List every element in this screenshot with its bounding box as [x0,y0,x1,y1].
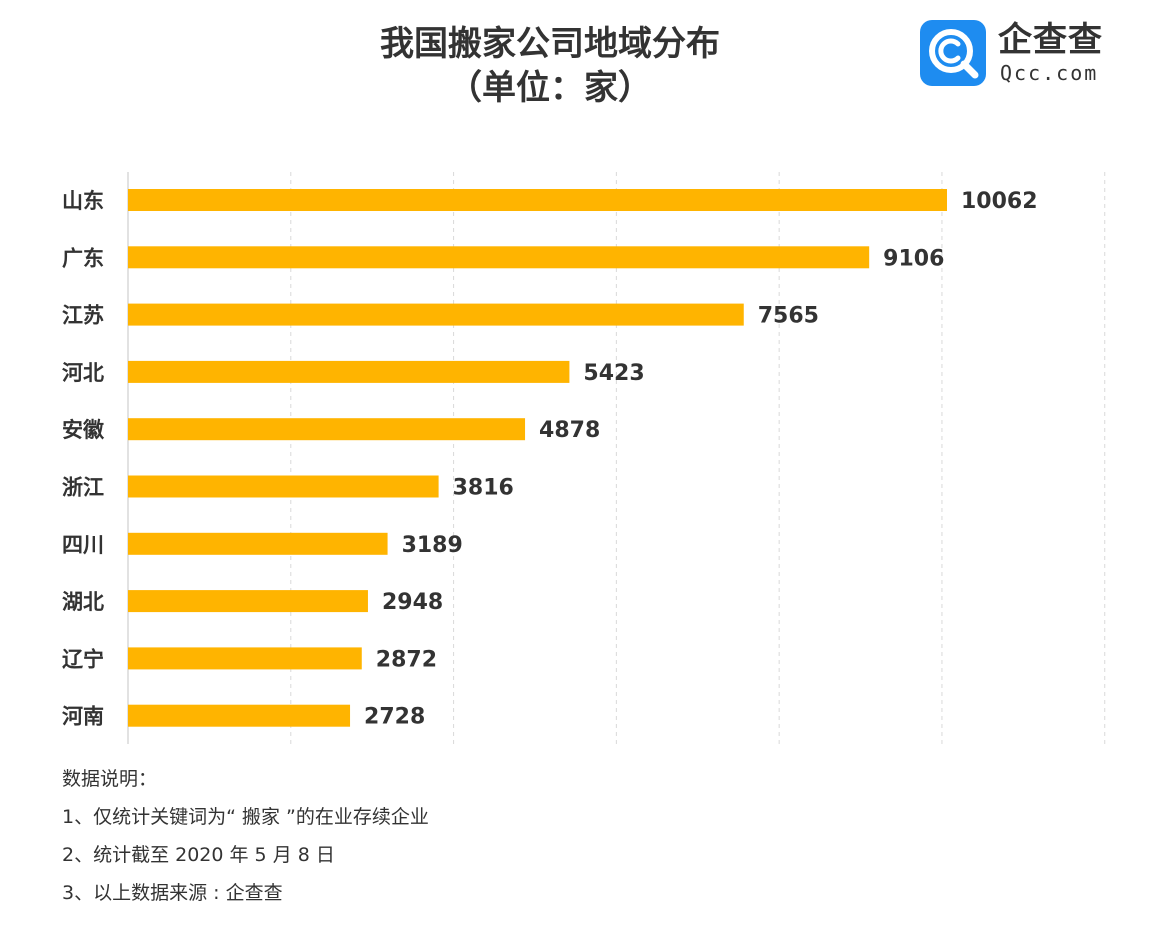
qcc-magnifier-icon [920,20,986,86]
value-label-1: 10062 [961,189,1038,214]
bar-10 [128,704,351,727]
value-label-8: 2948 [382,590,443,615]
value-label-2: 9106 [883,246,944,271]
logo-domain: Qcc.com [1000,61,1099,85]
qcc-logo: 企查查 Qcc.com [920,20,1160,90]
value-label-10: 2728 [364,705,425,730]
note-item-1: 1、仅统计关键词为“ 搬家 ”的在业存续企业 [62,806,429,828]
value-label-7: 3189 [402,533,463,558]
bar-7 [128,532,388,555]
category-label-7: 四川 [62,533,104,557]
category-label-4: 河北 [62,361,104,385]
value-label-6: 3816 [453,476,514,501]
bar-8 [128,590,368,613]
logo-name: 企查查 [998,20,1103,60]
labels: 山东 10062 广东 9106 江苏 7565 河北 5423 安徽 4878 浙江 3816 四川 3… [62,189,1038,730]
category-label-3: 江苏 [62,304,104,328]
bar-5 [128,418,526,441]
category-label-1: 山东 [62,189,104,213]
chart-title-line2: （单位：家） [448,68,652,108]
bar-1 [128,189,947,211]
bar-6 [128,475,439,498]
category-label-9: 辽宁 [62,647,104,671]
category-label-10: 河南 [62,705,104,729]
chart-title: 我国搬家公司地域分布 （单位：家） [0,22,1100,110]
notes-heading: 数据说明： [62,768,158,790]
note-item-2: 2、统计截至 2020 年 5 月 8 日 [62,844,335,866]
value-label-3: 7565 [758,304,819,329]
category-label-8: 湖北 [62,590,104,614]
value-label-5: 4878 [539,418,600,443]
note-item-3: 3、以上数据来源 : 企查查 [62,882,283,904]
category-label-5: 安徽 [62,418,105,442]
bar-2 [128,246,870,269]
bar-4 [128,360,570,383]
chart-title-line1: 我国搬家公司地域分布 [380,24,720,64]
category-label-2: 广东 [62,246,104,270]
value-label-9: 2872 [376,647,437,672]
bars [128,189,947,727]
bar-3 [128,303,744,326]
bar-9 [128,647,362,670]
bar-chart: 山东 10062 广东 9106 江苏 7565 河北 5423 安徽 4878 浙江 3816 四川 3… [62,172,1106,744]
data-notes: 数据说明： 1、仅统计关键词为“ 搬家 ”的在业存续企业 2、统计截至 2020… [62,768,429,920]
value-label-4: 5423 [583,361,644,386]
category-label-6: 浙江 [62,476,104,500]
